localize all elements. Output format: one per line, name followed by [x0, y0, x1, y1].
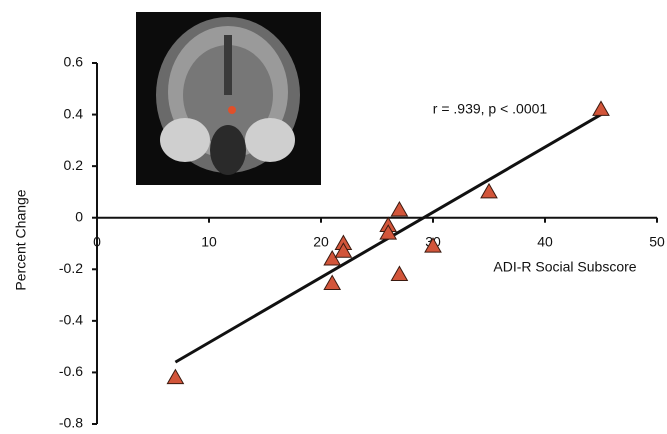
x-tick-label: 40: [537, 233, 553, 249]
y-tick-label: -0.2: [59, 260, 83, 276]
x-tick-label: 0: [93, 233, 101, 249]
annotation: r = .939, p < .0001: [433, 101, 548, 117]
y-tick-label: 0.4: [64, 105, 84, 121]
y-axis-label: Percent Change: [13, 189, 29, 290]
point: [323, 249, 342, 266]
point: [390, 265, 409, 281]
point: [334, 242, 353, 258]
y-tick-label: -0.4: [59, 312, 83, 328]
y-tick-label: -0.8: [59, 415, 83, 431]
y-tick-label: 0.6: [64, 54, 84, 70]
point: [323, 274, 342, 290]
y-tick-label: 0.2: [64, 157, 84, 173]
brain-image: [136, 12, 321, 185]
x-axis-label: ADI-R Social Subscore: [493, 259, 636, 275]
point: [592, 100, 610, 116]
point: [424, 237, 442, 253]
x-tick-label: 20: [313, 233, 329, 249]
y-tick-label: 0: [75, 208, 83, 224]
x-tick-label: 50: [649, 233, 665, 249]
point: [480, 182, 498, 199]
point: [390, 200, 409, 217]
y-tick-label: -0.6: [59, 363, 83, 379]
point: [379, 224, 398, 240]
x-tick-label: 10: [201, 233, 217, 249]
point: [166, 368, 185, 385]
